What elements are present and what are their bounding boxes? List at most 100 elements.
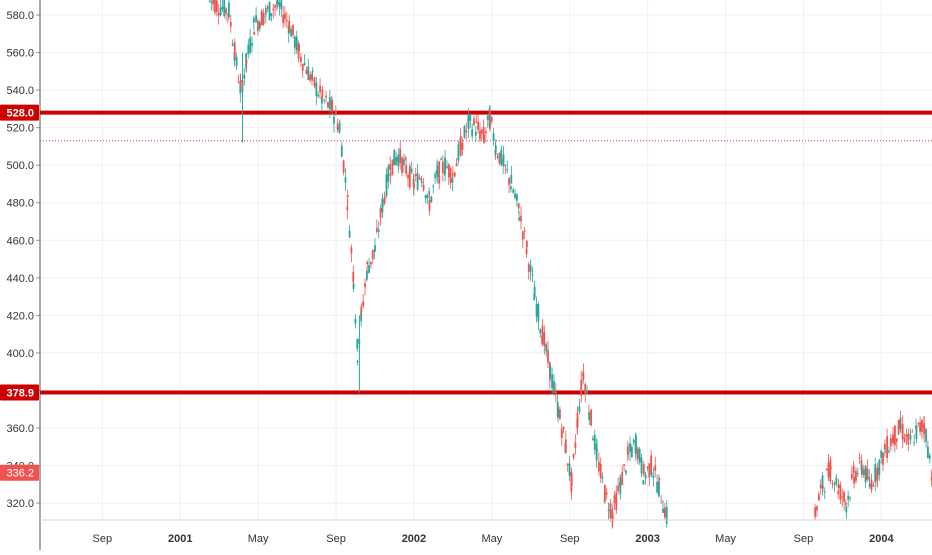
candle-body (430, 196, 432, 201)
candle-body (898, 420, 900, 434)
candle-body (307, 67, 309, 81)
candle-body (218, 13, 220, 16)
candle-body (372, 250, 374, 259)
candle-body (621, 472, 623, 485)
candle-body (660, 502, 662, 503)
candle-body (574, 442, 576, 448)
candle-body (882, 453, 884, 465)
candle-body (547, 350, 549, 363)
y-tick-label: 560.0 (6, 48, 34, 60)
candle-body (376, 228, 378, 232)
candle-body (290, 29, 292, 36)
candle-body (824, 491, 826, 492)
candle-body (609, 503, 611, 518)
x-tick-label: May (481, 533, 502, 545)
y-tick-label: 520.0 (6, 123, 34, 135)
candle-body (853, 477, 855, 484)
candle-body (277, 0, 279, 5)
candle-body (434, 174, 436, 178)
candle-body (440, 159, 442, 160)
candle-body (341, 146, 343, 157)
candle-body (234, 42, 236, 56)
candle-body (409, 166, 411, 187)
candle-body (294, 37, 296, 48)
candle-body (483, 134, 485, 142)
candle-body (292, 25, 294, 35)
candle-body (826, 469, 828, 470)
candle-body (225, 9, 227, 14)
candle-body (378, 230, 380, 232)
candle-body (648, 463, 650, 477)
candle-body (309, 75, 311, 81)
candle-body (317, 95, 319, 97)
candle-body (602, 477, 604, 478)
candle-body (495, 145, 497, 152)
candle-body (830, 466, 832, 469)
candle-body (298, 44, 300, 51)
candle-body (508, 178, 510, 185)
candle-body (561, 429, 563, 438)
candle-body (393, 150, 395, 166)
x-tick-label: Sep (93, 533, 113, 545)
x-tick-label: 2001 (168, 533, 192, 545)
candle-body (473, 118, 475, 125)
candle-body (549, 366, 551, 377)
candle-body (925, 429, 927, 442)
candle-body (904, 437, 906, 442)
candle-body (259, 22, 261, 29)
candle-body (639, 449, 641, 462)
candle-body (921, 420, 923, 432)
candle-body (845, 503, 847, 505)
candle-body (551, 375, 553, 388)
candle-body (874, 464, 876, 482)
x-tick-label: Sep (794, 533, 814, 545)
candle-body (399, 149, 401, 164)
candle-body (916, 425, 918, 439)
candle-body (469, 115, 471, 121)
candle-body (251, 43, 253, 46)
candle-body (247, 45, 249, 54)
candle-body (487, 115, 489, 119)
candle-body (212, 0, 214, 4)
candle-body (929, 455, 931, 459)
candle-body (446, 167, 448, 168)
candle-body (432, 186, 434, 187)
candle-body (458, 145, 460, 161)
candle-body (545, 344, 547, 351)
candle-body (828, 463, 830, 478)
candle-body (335, 111, 337, 116)
candle-body (569, 464, 571, 476)
candle-body (426, 194, 428, 198)
candle-body (323, 100, 325, 101)
candle-body (837, 491, 839, 494)
candle-body (532, 274, 534, 275)
candle-body (645, 475, 647, 479)
candle-body (514, 194, 516, 198)
candle-body (312, 71, 314, 72)
candle-body (429, 200, 431, 211)
candle-body (387, 166, 389, 182)
candle-body (322, 89, 324, 97)
candle-body (253, 18, 255, 23)
candle-body (553, 381, 555, 393)
candle-body (522, 232, 524, 240)
candle-body (845, 507, 847, 513)
candle-body (270, 13, 272, 16)
candle-body (255, 15, 257, 22)
candle-body (598, 462, 600, 472)
candle-body (865, 466, 867, 482)
candle-body (911, 432, 913, 433)
candle-body (878, 460, 880, 475)
y-tick-label: 580.0 (6, 10, 34, 22)
candle-body (886, 436, 888, 458)
candle-body (900, 426, 902, 428)
candle-body (481, 130, 483, 134)
candle-body (452, 178, 454, 182)
candle-body (923, 425, 925, 434)
y-tick-label: 420.0 (6, 310, 34, 322)
candle-body (351, 247, 353, 253)
candle-body (380, 208, 382, 218)
candle-body (468, 114, 470, 129)
